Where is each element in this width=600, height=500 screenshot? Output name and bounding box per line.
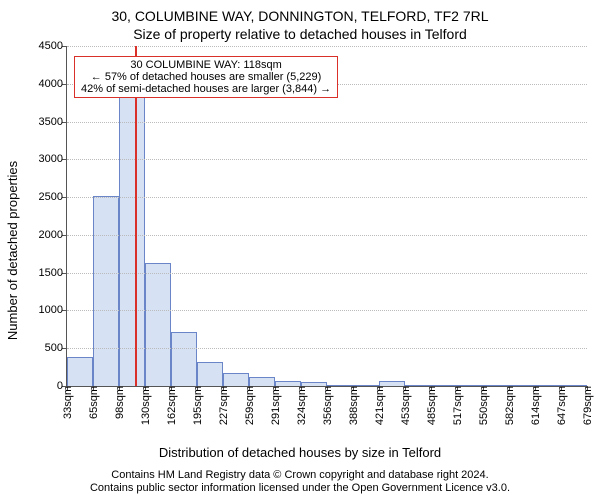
x-tick-label: 550sqm: [476, 386, 490, 425]
y-tick-label: 3000: [39, 153, 67, 165]
x-tick-label: 65sqm: [86, 386, 100, 419]
annotation-line1: 30 COLUMBINE WAY: 118sqm: [81, 59, 331, 71]
bar: [119, 70, 145, 386]
chart-title-line2: Size of property relative to detached ho…: [0, 26, 600, 42]
x-tick-label: 259sqm: [242, 386, 256, 425]
annotation-line3: 42% of semi-detached houses are larger (…: [81, 83, 331, 95]
y-tick-label: 1000: [39, 304, 67, 316]
y-tick-label: 3500: [39, 116, 67, 128]
x-tick-label: 388sqm: [346, 386, 360, 425]
footer-line2: Contains public sector information licen…: [0, 482, 600, 496]
gridline: [67, 122, 587, 123]
y-tick-label: 4500: [39, 40, 67, 52]
x-tick-label: 195sqm: [190, 386, 204, 425]
x-tick-label: 453sqm: [398, 386, 412, 425]
x-tick-label: 679sqm: [580, 386, 594, 425]
gridline: [67, 310, 587, 311]
x-tick-label: 647sqm: [554, 386, 568, 425]
y-tick-label: 2000: [39, 229, 67, 241]
footer-line1: Contains HM Land Registry data © Crown c…: [0, 469, 600, 483]
gridline: [67, 197, 587, 198]
annotation-box: 30 COLUMBINE WAY: 118sqm ← 57% of detach…: [74, 56, 338, 98]
bar: [197, 362, 223, 386]
x-axis-label: Distribution of detached houses by size …: [0, 445, 600, 460]
x-tick-label: 421sqm: [372, 386, 386, 425]
chart-container: 30, COLUMBINE WAY, DONNINGTON, TELFORD, …: [0, 0, 600, 500]
x-tick-label: 98sqm: [112, 386, 126, 419]
y-tick-label: 4000: [39, 78, 67, 90]
bar: [67, 357, 93, 386]
x-tick-label: 614sqm: [528, 386, 542, 425]
gridline: [67, 348, 587, 349]
y-axis-label: Number of detached properties: [6, 0, 20, 500]
bar: [249, 377, 275, 386]
bar: [93, 196, 119, 386]
x-tick-label: 485sqm: [424, 386, 438, 425]
bar: [171, 332, 197, 386]
y-tick-label: 2500: [39, 191, 67, 203]
x-tick-label: 582sqm: [502, 386, 516, 425]
y-tick-label: 1500: [39, 267, 67, 279]
x-tick-label: 227sqm: [216, 386, 230, 425]
x-tick-label: 291sqm: [268, 386, 282, 425]
gridline: [67, 159, 587, 160]
x-tick-label: 324sqm: [294, 386, 308, 425]
bar: [223, 373, 249, 386]
gridline: [67, 46, 587, 47]
x-tick-label: 162sqm: [164, 386, 178, 425]
x-tick-label: 130sqm: [138, 386, 152, 425]
chart-title-line1: 30, COLUMBINE WAY, DONNINGTON, TELFORD, …: [0, 8, 600, 24]
x-tick-label: 356sqm: [320, 386, 334, 425]
gridline: [67, 273, 587, 274]
bar: [145, 263, 171, 386]
y-axis-label-text: Number of detached properties: [6, 160, 21, 339]
x-tick-label: 33sqm: [60, 386, 74, 419]
x-tick-label: 517sqm: [450, 386, 464, 425]
y-tick-label: 500: [45, 342, 67, 354]
footer: Contains HM Land Registry data © Crown c…: [0, 469, 600, 497]
annotation-line2: ← 57% of detached houses are smaller (5,…: [81, 71, 331, 83]
gridline: [67, 235, 587, 236]
